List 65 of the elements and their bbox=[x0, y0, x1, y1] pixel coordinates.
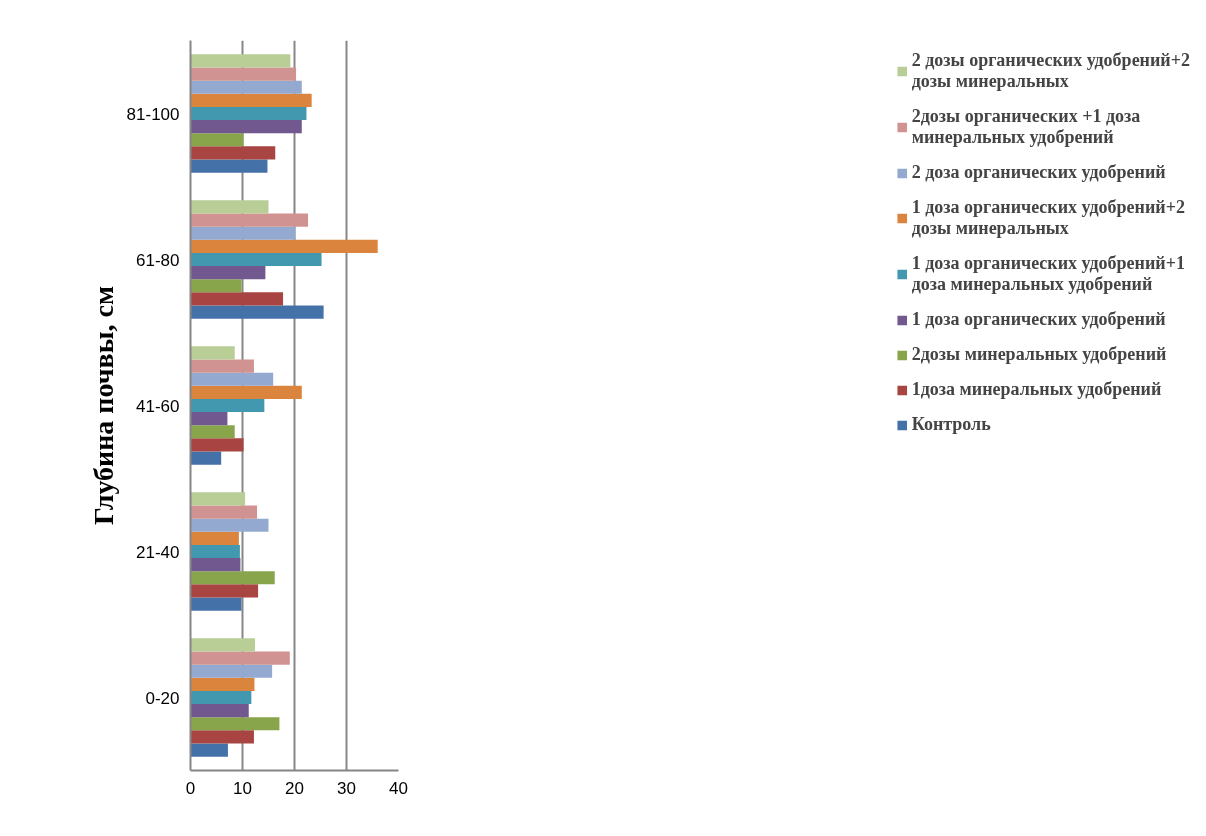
legend-label: 1доза минеральных удобрений bbox=[911, 379, 1162, 400]
bar bbox=[190, 346, 235, 360]
bar bbox=[190, 544, 240, 559]
bar bbox=[190, 239, 378, 253]
bar bbox=[190, 80, 302, 94]
bar bbox=[190, 451, 222, 465]
bar bbox=[190, 717, 280, 731]
bar bbox=[190, 67, 297, 81]
bar bbox=[190, 200, 269, 214]
bar bbox=[190, 704, 249, 718]
y-axis-title: Глубина почвы, см bbox=[87, 286, 119, 525]
bar bbox=[190, 558, 241, 572]
bar bbox=[190, 571, 275, 585]
y-tick-label: 41-60 bbox=[136, 396, 180, 416]
bar bbox=[190, 690, 252, 705]
legend-label: Контроль bbox=[911, 414, 991, 435]
x-tick-label: 40 bbox=[389, 778, 408, 798]
bar bbox=[190, 305, 324, 319]
bar bbox=[190, 651, 290, 665]
bar bbox=[190, 252, 322, 267]
bar bbox=[190, 133, 244, 147]
bar bbox=[190, 677, 255, 691]
bar bbox=[190, 425, 235, 439]
bar bbox=[190, 292, 284, 306]
legend-label: 1 доза органических удобрений+1 доза минеральных удобрений bbox=[911, 253, 1185, 295]
bar bbox=[190, 159, 268, 173]
x-tick-label: 30 bbox=[337, 778, 356, 798]
bar bbox=[190, 226, 296, 240]
legend-label: 1 доза органических удобрений bbox=[911, 309, 1166, 330]
y-tick-label: 0-20 bbox=[145, 688, 180, 708]
bar bbox=[190, 146, 276, 160]
legend-label: 2дозы органических +1 доза минеральных удобрений bbox=[911, 106, 1141, 148]
bar bbox=[190, 518, 269, 532]
bar bbox=[190, 743, 228, 757]
bar bbox=[190, 279, 242, 293]
x-tick-label: 10 bbox=[233, 778, 252, 798]
legend-label: 1 доза органических удобрений+2 дозы минеральных bbox=[911, 197, 1185, 239]
y-tick-label: 21-40 bbox=[136, 542, 180, 562]
y-tick-label: 81-100 bbox=[126, 104, 180, 124]
bar bbox=[190, 385, 302, 399]
bar bbox=[190, 638, 255, 652]
bar bbox=[190, 93, 312, 107]
legend-label: 2 дозы органических удобрений+2 дозы минеральных bbox=[911, 50, 1190, 92]
bar bbox=[190, 120, 302, 134]
bar bbox=[190, 372, 274, 386]
bar bbox=[190, 213, 309, 227]
x-tick-label: 0 bbox=[185, 778, 196, 798]
bar bbox=[190, 266, 266, 280]
bar bbox=[190, 597, 242, 611]
bar bbox=[190, 505, 258, 519]
bar bbox=[190, 664, 273, 678]
bar bbox=[190, 398, 265, 413]
bar bbox=[190, 584, 259, 598]
legend-label: 2дозы минеральных удобрений bbox=[911, 344, 1167, 365]
bar bbox=[190, 438, 244, 452]
bar bbox=[190, 359, 254, 373]
legend-label: 2 доза органических удобрений bbox=[911, 162, 1166, 183]
y-tick-label: 61-80 bbox=[136, 250, 180, 270]
bar bbox=[190, 412, 228, 426]
bar bbox=[190, 531, 239, 545]
bar bbox=[190, 106, 307, 121]
x-tick-label: 20 bbox=[285, 778, 304, 798]
bar bbox=[190, 492, 246, 506]
bar bbox=[190, 54, 291, 68]
bar bbox=[190, 730, 254, 744]
